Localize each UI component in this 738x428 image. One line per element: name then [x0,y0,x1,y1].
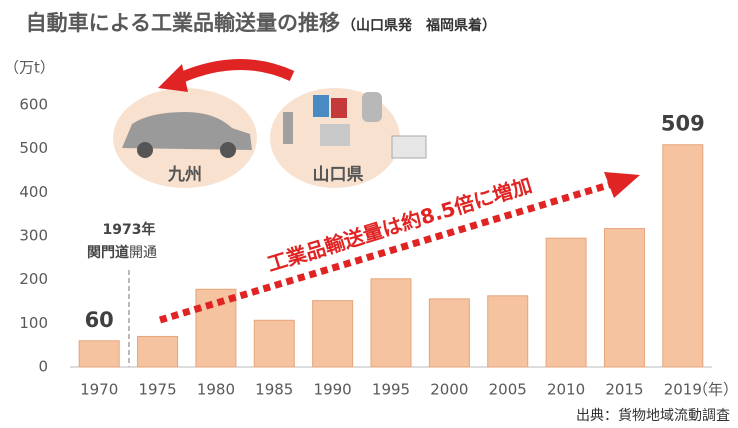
x-tick-label: 2000 [430,381,468,399]
x-tick-label: 1975 [138,381,176,399]
parts-icon [392,136,426,158]
x-tick-label: 2015 [605,381,643,399]
transport-arrow [180,64,292,78]
parts-icon [313,95,329,117]
y-unit: （万t） [4,59,55,77]
x-tick-label: 1980 [197,381,235,399]
trend-label: 工業品輸送量は約8.5倍に増加 [264,173,534,276]
bar [546,238,586,367]
x-tick-label: 1995 [372,381,410,399]
bar [663,145,703,367]
chart: 自動車による工業品輸送量の推移 （山口県発 福岡県着） （万t） （年） 出典：… [0,0,738,428]
parts-icon [320,124,350,146]
wheel [220,142,236,158]
wheel [137,142,153,158]
x-tick-label: 2010 [547,381,585,399]
trend-arrow-head [604,172,640,198]
x-tick-label: 1990 [314,381,352,399]
y-tick-label: 200 [19,270,48,288]
event-rest: 開通 [129,245,157,261]
x-tick-label: 2019 [664,381,702,399]
y-tick-label: 0 [38,358,48,376]
source: 出典：貨物地域流動調査 [576,407,730,424]
bar [79,341,119,367]
x-tick-label: 1970 [80,381,118,399]
to-label: 山口県 [313,165,364,185]
y-tick-label: 600 [19,96,48,114]
parts-icon [362,92,382,122]
value-label: 509 [661,112,705,136]
parts-icon [331,98,347,118]
value-label: 60 [85,308,114,332]
bar [604,229,644,367]
y-tick-label: 300 [19,227,48,245]
bar [138,336,178,367]
bar [371,279,411,367]
x-tick-label: 2005 [489,381,527,399]
bar [429,299,469,367]
y-tick-label: 500 [19,139,48,157]
transport-arrow-head [158,64,188,92]
chart-subtitle: （山口県発 福岡県着） [342,17,496,34]
event-bold: 関門道 [87,244,129,261]
bar [254,320,294,367]
x-tick-label: 1985 [255,381,293,399]
bar [488,296,528,367]
parts-icon [283,112,293,144]
event-year: 1973年 [103,221,156,238]
y-tick-label: 400 [19,183,48,201]
bar [313,301,353,367]
y-tick-label: 100 [19,314,48,332]
chart-title: 自動車による工業品輸送量の推移 [26,11,340,35]
from-label: 九州 [167,165,202,185]
